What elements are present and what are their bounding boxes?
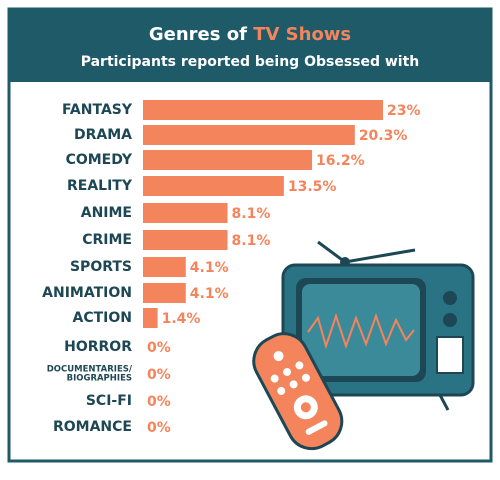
bar (143, 203, 228, 223)
value-label: 0% (147, 340, 171, 356)
category-label: DOCUMENTARIES/ BIOGRAPHIES (46, 364, 132, 383)
value-label: 4.1% (190, 260, 229, 276)
value-label: 23% (387, 103, 421, 119)
bar (143, 176, 284, 196)
value-label: 8.1% (232, 206, 271, 222)
bar (143, 100, 383, 120)
category-label: SCI-FI (85, 393, 132, 409)
title-part: Genres of (149, 24, 247, 45)
value-label: 4.1% (190, 286, 229, 302)
bar (143, 308, 158, 328)
category-label: SPORTS (69, 259, 132, 275)
value-label: 1.4% (162, 311, 201, 327)
category-label: HORROR (64, 339, 132, 355)
category-label: COMEDY (65, 152, 132, 168)
title-highlight: TV Shows (253, 24, 351, 45)
category-label: ANIMATION (42, 285, 132, 301)
category-label: REALITY (67, 178, 132, 194)
value-label: 0% (147, 367, 171, 383)
value-label: 8.1% (232, 233, 271, 249)
category-label: DRAMA (73, 127, 132, 143)
bar (143, 283, 186, 303)
value-label: 13.5% (288, 179, 337, 195)
chart-title: Genres of TV Shows (149, 24, 351, 45)
bar (143, 230, 228, 250)
value-label: 0% (147, 420, 171, 436)
bar (143, 150, 313, 170)
subtitle: Participants reported being Obsessed wit… (81, 54, 420, 70)
header-band (9, 9, 491, 82)
bar (143, 257, 186, 277)
category-label: ANIME (80, 205, 132, 221)
bar (143, 125, 355, 145)
category-label: ACTION (72, 310, 133, 326)
value-label: 20.3% (359, 128, 408, 144)
category-label: ROMANCE (52, 419, 132, 435)
category-label: FANTASY (61, 102, 132, 118)
value-label: 16.2% (316, 153, 365, 169)
value-label: 0% (147, 394, 171, 410)
category-label: CRIME (82, 232, 132, 248)
tv-illustration (252, 240, 475, 451)
